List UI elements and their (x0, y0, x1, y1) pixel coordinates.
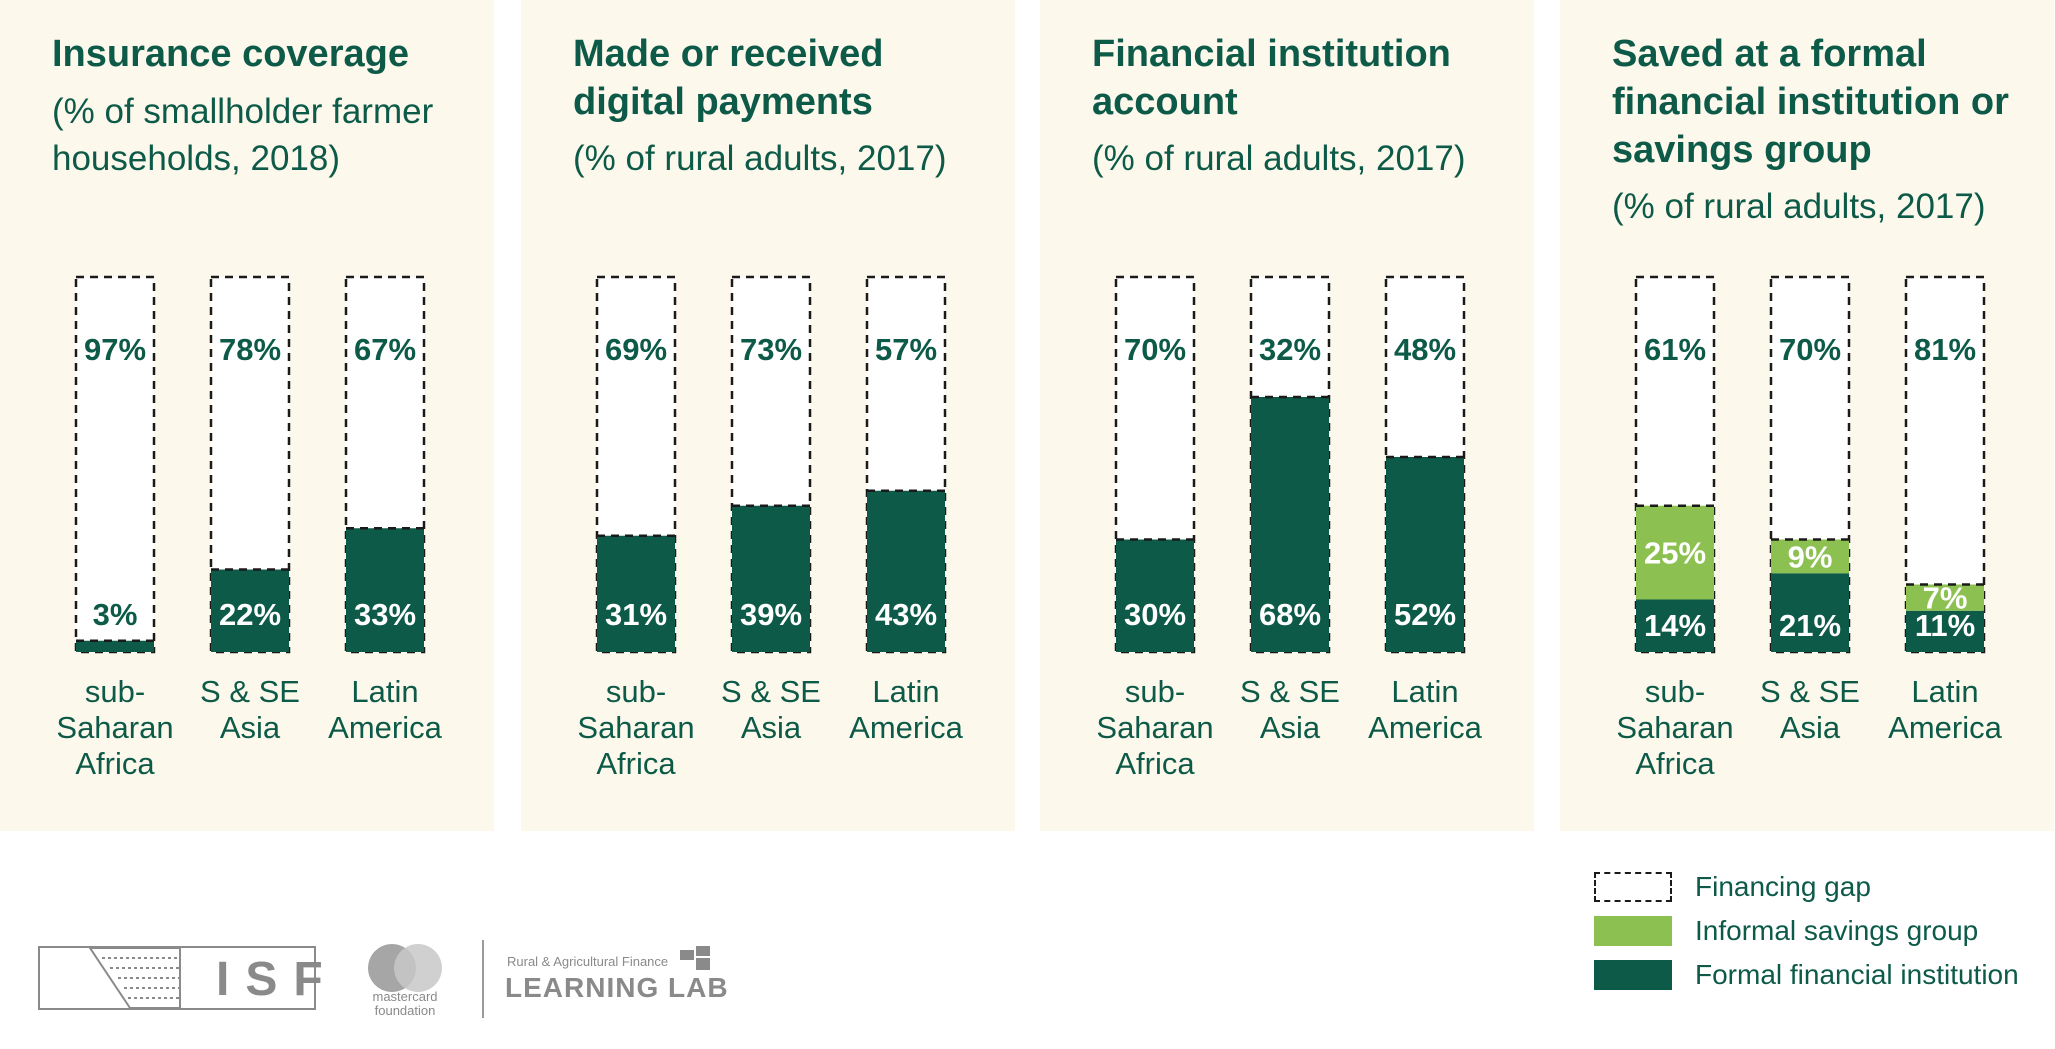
category-label: Latin America (1368, 674, 1482, 745)
mastercard-line: mastercard (372, 989, 438, 1004)
informal-savings-bar (1906, 584, 1984, 611)
formal-institution-bar (597, 535, 675, 652)
footer-logos: ISF mastercard foundation Rural & Agricu… (38, 940, 738, 1020)
financing-gap-label: 70% (1124, 332, 1186, 367)
financing-gap-label: 69% (605, 332, 667, 367)
chart-title: Financial institution account (1092, 33, 1451, 123)
logo-divider (482, 940, 484, 1018)
formal-institution-bar (1116, 539, 1194, 652)
formal-institution-bar (211, 569, 289, 652)
financing-gap-label: 78% (219, 332, 281, 367)
financing-gap-label: 81% (1914, 332, 1976, 367)
financing-gap-label: 61% (1644, 332, 1706, 367)
isf-logo-graphic (88, 948, 181, 1008)
isf-logo: ISF (38, 946, 323, 1010)
category-label: Latin America (849, 674, 963, 745)
category-label: Latin America (328, 674, 442, 745)
category-label: sub-Saharan Africa (1096, 674, 1213, 781)
informal-savings-bar (1636, 505, 1714, 600)
formal-institution-label: 31% (605, 597, 667, 632)
formal-institution-label: 43% (875, 597, 937, 632)
chart-panel: Financial institution account (% of rural… (1040, 0, 1534, 831)
formal-institution-bar (76, 640, 154, 652)
financing-gap-label: 97% (84, 332, 146, 367)
learning-lab-subtitle: Rural & Agricultural Finance (507, 954, 669, 969)
stacked-bar-chart: 61% 14% 25% sub-Saharan Africa 70% 21% 9% S & SE… (1616, 275, 2003, 781)
formal-institution-label: 30% (1124, 597, 1186, 632)
financing-gap-label: 32% (1259, 332, 1321, 367)
financing-gap-label: 70% (1779, 332, 1841, 367)
chart-panel: Insurance coverage (% of smallholder farm… (0, 0, 494, 831)
stacked-bar-chart: 70% 30% sub-Saharan Africa 32% 68% S & SE Asia 4… (1096, 275, 1483, 781)
formal-institution-label: 11% (1915, 608, 1975, 643)
formal-institution-bar (346, 528, 424, 652)
informal-savings-label: 25% (1644, 536, 1706, 571)
category-label: sub-Saharan Africa (1616, 674, 1733, 781)
formal-institution-label: 39% (740, 597, 802, 632)
informal-savings-label: 9% (1788, 539, 1833, 574)
chart-panel: Saved at a formal financial institution … (1560, 0, 2054, 831)
formal-institution-label: 68% (1259, 597, 1321, 632)
financing-gap-label: 73% (740, 332, 802, 367)
category-label: S & SE Asia (1760, 674, 1860, 745)
formal-institution-swatch (1594, 960, 1672, 990)
chart-subtitle: (% of smallholder farmer households, 201… (52, 92, 434, 178)
formal-institution-bar (1636, 599, 1714, 652)
formal-institution-bar (1771, 573, 1849, 652)
mastercard-foundation-text: mastercard foundation (360, 990, 450, 1018)
chart-panel: Made or received digital payments (% of r… (521, 0, 1015, 831)
mastercard-logo-icon (368, 944, 442, 992)
learning-lab-title: LEARNING LAB (505, 972, 729, 1003)
category-label: Latin America (1888, 674, 2002, 745)
chart-title: Insurance coverage (52, 33, 409, 75)
chart-subtitle: (% of rural adults, 2017) (1092, 139, 1466, 178)
category-label: S & SE Asia (200, 674, 300, 745)
category-label: S & SE Asia (1240, 674, 1340, 745)
foundation-line: foundation (374, 1003, 436, 1018)
chart-title: Made or received digital payments (573, 33, 884, 123)
financing-gap-swatch (1594, 872, 1672, 902)
formal-institution-bar (732, 505, 810, 652)
formal-institution-bar (1386, 457, 1464, 652)
legend-label: Formal financial institution (1695, 959, 2019, 990)
formal-institution-bar (867, 490, 945, 652)
informal-savings-swatch (1594, 916, 1672, 946)
formal-institution-bar (1251, 397, 1329, 652)
formal-institution-label: 3% (93, 597, 138, 632)
chart-subtitle: (% of rural adults, 2017) (573, 139, 947, 178)
isf-logo-text: ISF (216, 953, 339, 1006)
category-label: sub-Saharan Africa (577, 674, 694, 781)
category-label: S & SE Asia (721, 674, 821, 745)
formal-institution-label: 21% (1779, 608, 1841, 643)
formal-institution-label: 14% (1644, 608, 1706, 643)
formal-institution-label: 33% (354, 597, 416, 632)
legend-label: Financing gap (1695, 871, 1871, 902)
formal-institution-bar (1906, 610, 1984, 652)
chart-subtitle: (% of rural adults, 2017) (1612, 187, 1986, 226)
stacked-bar-chart: 69% 31% sub-Saharan Africa 73% 39% S & SE Asia 5… (577, 275, 964, 781)
chart-title: Saved at a formal financial institution … (1612, 33, 2009, 171)
financing-gap-label: 48% (1394, 332, 1456, 367)
financing-gap-label: 57% (875, 332, 937, 367)
stacked-bar-chart: 97% 3% sub-Saharan Africa 78% 22% S & SE Asia 67… (56, 275, 443, 781)
legend-label: Informal savings group (1695, 915, 1979, 946)
financing-gap-label: 67% (354, 332, 416, 367)
category-label: sub-Saharan Africa (56, 674, 173, 781)
informal-savings-label: 7% (1923, 581, 1968, 616)
informal-savings-bar (1771, 539, 1849, 574)
learning-lab-icon (680, 946, 710, 970)
formal-institution-label: 22% (219, 597, 281, 632)
formal-institution-label: 52% (1394, 597, 1456, 632)
